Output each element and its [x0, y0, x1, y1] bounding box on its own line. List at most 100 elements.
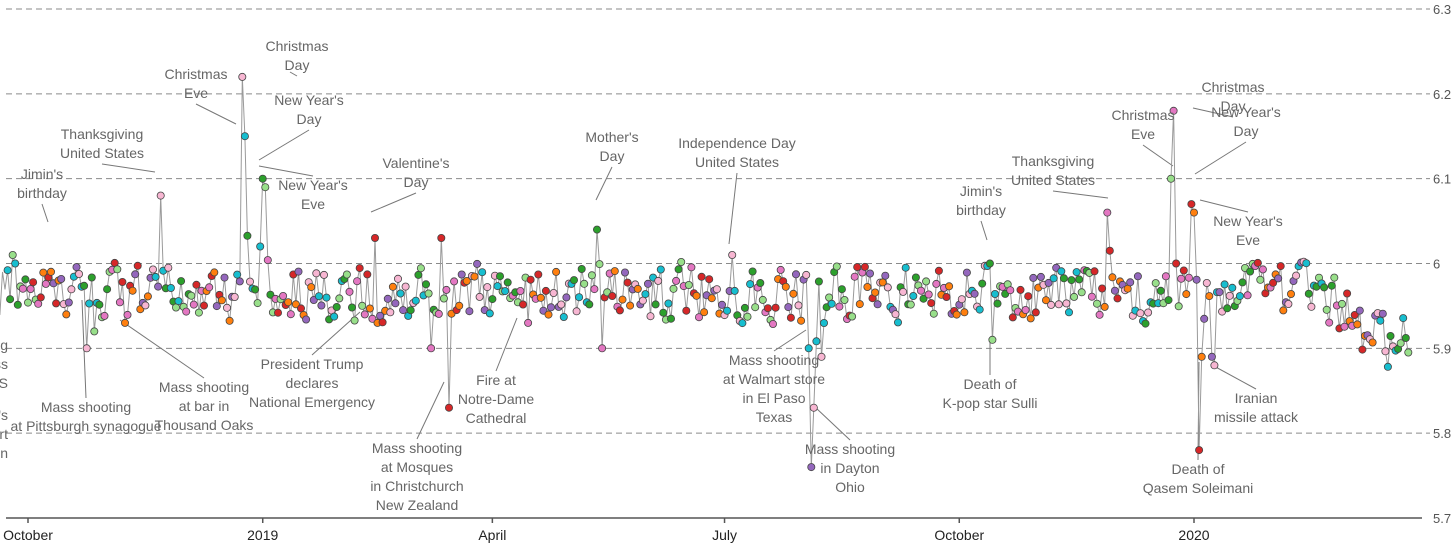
data-point	[251, 285, 260, 294]
data-point	[919, 294, 928, 303]
annotation-leader	[258, 165, 314, 177]
data-point	[797, 316, 806, 325]
data-point	[1223, 304, 1232, 313]
data-point	[1202, 278, 1211, 287]
data-point	[1024, 292, 1033, 301]
annotation-leader	[728, 172, 738, 245]
annotation-leader	[1142, 144, 1174, 167]
data-point	[1253, 258, 1262, 267]
data-point	[437, 233, 446, 242]
data-point	[526, 275, 535, 284]
data-point	[1383, 362, 1392, 371]
annotation-line: Mother's	[585, 129, 638, 145]
data-point	[618, 295, 627, 304]
data-point	[261, 183, 270, 192]
annotation-line: Christmas	[164, 66, 227, 82]
data-point	[291, 300, 300, 309]
data-point	[118, 277, 127, 286]
data-point	[835, 302, 844, 311]
data-point	[924, 290, 933, 299]
annotation-line: Notre-Dame	[458, 391, 534, 407]
data-point	[970, 289, 979, 298]
data-point	[317, 301, 326, 310]
data-point	[1049, 274, 1058, 283]
annotation-line: K-pop star Sulli	[943, 395, 1038, 411]
data-point	[541, 286, 550, 295]
data-point	[1274, 274, 1283, 283]
data-point	[832, 262, 841, 271]
data-point	[478, 268, 487, 277]
data-point	[1358, 345, 1367, 354]
y-axis-tick-labels: 5.7 5.8 5.9 6 6.1 6.2 6.3	[1433, 2, 1451, 526]
data-point	[598, 344, 607, 353]
annotation-label: Iranian missile attack	[1214, 390, 1299, 425]
annotation-line: Independence Day	[678, 135, 796, 151]
annotation-line: at Walmart store	[723, 371, 825, 387]
annotation-leader	[595, 166, 613, 201]
annotation-line: declares	[286, 375, 339, 391]
data-point	[335, 294, 344, 303]
data-point	[1070, 292, 1079, 301]
annotation-leader	[289, 71, 298, 77]
data-point	[1021, 305, 1030, 314]
annotation-line: US	[0, 375, 8, 391]
data-point	[217, 296, 226, 305]
data-point	[1044, 278, 1053, 287]
data-point	[194, 308, 203, 317]
annotation-leader	[1211, 364, 1257, 390]
y-tick-label: 6.3	[1433, 2, 1451, 17]
data-point	[442, 285, 451, 294]
data-point	[991, 289, 1000, 298]
data-point	[1320, 283, 1329, 292]
annotation-leader	[119, 319, 205, 379]
data-point	[863, 282, 872, 291]
data-point	[860, 262, 869, 271]
data-point	[187, 291, 196, 300]
data-point	[1269, 278, 1278, 287]
annotation-line: e Court	[0, 426, 8, 442]
data-point	[669, 284, 678, 293]
data-point	[57, 274, 66, 283]
data-point	[570, 276, 579, 285]
annotation-line: New Zealand	[376, 497, 459, 513]
data-point	[115, 298, 124, 307]
data-point	[72, 263, 81, 272]
annotation-leader	[416, 381, 445, 440]
annotation-label: Jimin's birthday	[17, 166, 67, 201]
data-point	[95, 300, 104, 309]
data-point	[13, 300, 22, 309]
data-point	[985, 259, 994, 268]
annotation-line: at bar in	[179, 398, 230, 414]
data-point	[667, 314, 676, 323]
data-point	[1327, 281, 1336, 290]
annotation-label: mbing s across US	[0, 337, 8, 391]
annotation-line: Eve	[301, 196, 325, 212]
data-point	[692, 291, 701, 300]
data-point	[1095, 310, 1104, 319]
data-point	[294, 267, 303, 276]
data-point	[738, 319, 747, 328]
annotation-label: Thanksgiving United States	[1011, 153, 1095, 188]
annotation-line: United States	[695, 154, 779, 170]
data-point	[712, 285, 721, 294]
data-point	[1355, 306, 1364, 315]
data-point	[80, 281, 89, 290]
annotation-line: Day	[404, 174, 429, 190]
data-point	[383, 294, 392, 303]
data-point	[462, 276, 471, 285]
annotation-line: in Christchurch	[370, 478, 463, 494]
data-point	[87, 273, 96, 282]
annotation-line: at Mosques	[381, 459, 453, 475]
data-point	[164, 263, 173, 272]
data-point	[457, 270, 466, 279]
annotation-label: Christmas Day	[265, 38, 328, 73]
annotation-label: Jimin's birthday	[956, 183, 1006, 218]
data-point	[1133, 272, 1142, 281]
data-point	[1161, 272, 1170, 281]
data-point	[684, 280, 693, 289]
data-point	[1057, 267, 1066, 276]
data-point	[1105, 246, 1114, 255]
annotation-line: Day	[285, 57, 310, 73]
data-point	[314, 292, 323, 301]
